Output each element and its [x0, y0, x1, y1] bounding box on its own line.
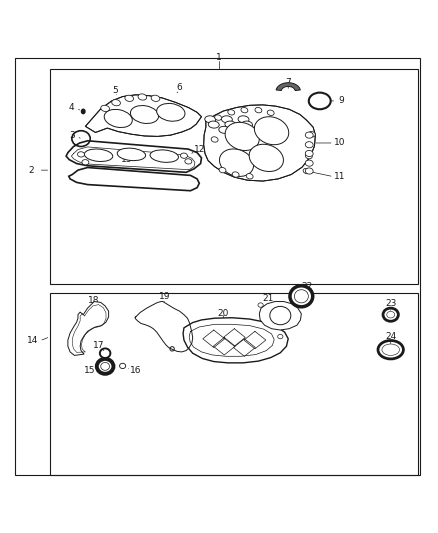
Ellipse shape: [254, 117, 289, 145]
Ellipse shape: [303, 168, 310, 174]
Text: 15: 15: [84, 366, 95, 375]
Ellipse shape: [225, 121, 236, 128]
Ellipse shape: [208, 121, 219, 128]
Text: 21: 21: [262, 294, 274, 303]
Text: 16: 16: [130, 366, 141, 375]
Text: 23: 23: [385, 299, 396, 308]
Ellipse shape: [270, 306, 291, 325]
Ellipse shape: [125, 95, 134, 101]
Ellipse shape: [238, 116, 249, 123]
Text: 22: 22: [301, 282, 312, 291]
Ellipse shape: [117, 148, 145, 160]
Ellipse shape: [104, 109, 132, 127]
Text: 4: 4: [69, 103, 74, 112]
Text: 13: 13: [121, 155, 133, 164]
Ellipse shape: [222, 116, 232, 123]
Text: 8: 8: [236, 107, 242, 116]
Text: 1: 1: [216, 53, 222, 62]
Polygon shape: [183, 318, 288, 363]
Ellipse shape: [112, 100, 120, 106]
Ellipse shape: [225, 122, 259, 150]
Ellipse shape: [305, 154, 312, 159]
Polygon shape: [204, 105, 315, 181]
Text: 11: 11: [334, 172, 345, 181]
Ellipse shape: [82, 159, 89, 165]
Ellipse shape: [219, 167, 226, 173]
Ellipse shape: [305, 168, 313, 174]
Ellipse shape: [78, 152, 85, 157]
Polygon shape: [259, 302, 301, 330]
Text: 20: 20: [218, 309, 229, 318]
Ellipse shape: [241, 108, 248, 113]
Ellipse shape: [211, 137, 218, 142]
Ellipse shape: [219, 149, 254, 176]
Ellipse shape: [138, 94, 147, 100]
Ellipse shape: [150, 150, 178, 163]
Ellipse shape: [305, 132, 313, 138]
Ellipse shape: [101, 106, 110, 111]
Ellipse shape: [305, 150, 313, 157]
Ellipse shape: [228, 110, 235, 115]
Ellipse shape: [81, 109, 85, 114]
Polygon shape: [69, 167, 199, 191]
Ellipse shape: [249, 144, 283, 172]
Ellipse shape: [242, 121, 252, 128]
Ellipse shape: [246, 174, 253, 179]
Ellipse shape: [255, 108, 262, 113]
Polygon shape: [68, 302, 109, 356]
Ellipse shape: [252, 126, 263, 133]
Ellipse shape: [232, 172, 239, 177]
Text: 18: 18: [88, 296, 100, 305]
Ellipse shape: [131, 106, 159, 124]
Text: 7: 7: [285, 78, 291, 86]
Polygon shape: [85, 95, 201, 136]
Text: 14: 14: [27, 336, 38, 345]
Ellipse shape: [236, 126, 246, 133]
Ellipse shape: [219, 126, 230, 133]
Ellipse shape: [215, 115, 222, 120]
Text: 9: 9: [338, 96, 344, 106]
Ellipse shape: [305, 142, 313, 148]
Text: 19: 19: [159, 292, 170, 301]
Ellipse shape: [157, 103, 185, 121]
Ellipse shape: [267, 110, 274, 116]
Ellipse shape: [305, 160, 313, 166]
Text: 5: 5: [112, 86, 118, 95]
Ellipse shape: [290, 286, 313, 307]
Polygon shape: [276, 83, 300, 91]
Text: 12: 12: [194, 144, 205, 154]
FancyBboxPatch shape: [50, 293, 418, 474]
Ellipse shape: [180, 153, 187, 158]
Text: 2: 2: [29, 166, 34, 175]
Text: 6: 6: [177, 83, 183, 92]
Ellipse shape: [205, 116, 215, 123]
Text: 17: 17: [93, 341, 104, 350]
Text: 3: 3: [69, 131, 75, 140]
Polygon shape: [66, 141, 201, 172]
Ellipse shape: [151, 95, 160, 101]
Ellipse shape: [85, 149, 113, 161]
Ellipse shape: [97, 359, 113, 374]
Text: 24: 24: [385, 332, 396, 341]
FancyBboxPatch shape: [50, 69, 418, 284]
Text: 10: 10: [334, 139, 345, 148]
Ellipse shape: [308, 132, 315, 137]
Ellipse shape: [185, 159, 192, 164]
